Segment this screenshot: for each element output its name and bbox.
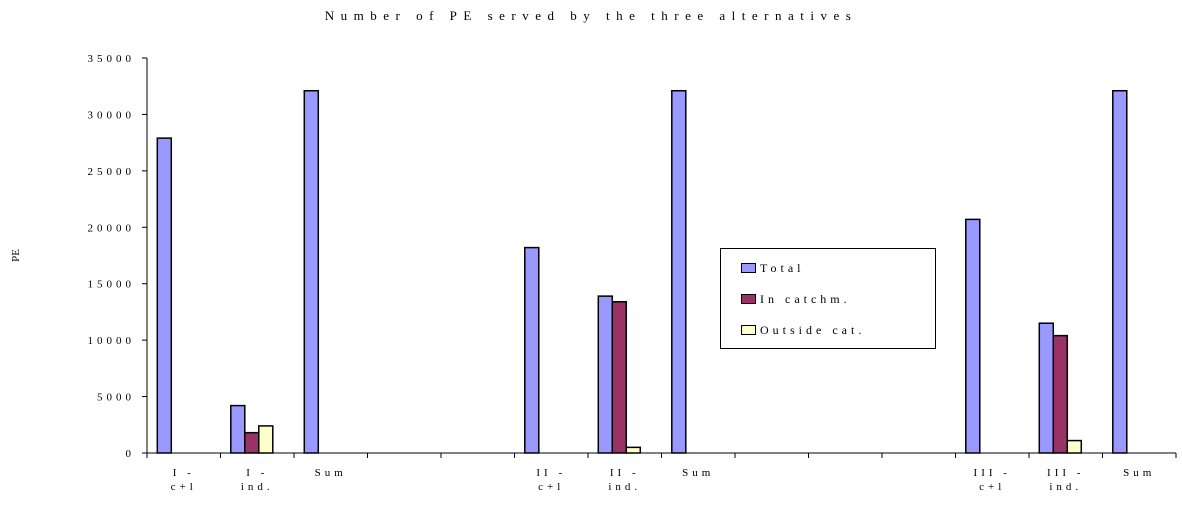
- bar-0-12: [1038, 322, 1055, 454]
- x-tick-label-6-0: II -: [610, 467, 640, 479]
- legend-item-in-catchm: In catchm.: [741, 292, 851, 306]
- legend-item-outside-cat: Outside cat.: [741, 323, 865, 337]
- x-tick-label-11-0: III -: [974, 467, 1011, 479]
- y-tick-label-7: 35000: [88, 53, 136, 65]
- y-tick-label-0: 0: [126, 448, 136, 460]
- y-tick-label-3: 15000: [88, 279, 136, 291]
- x-tick-label-12-0: III -: [1047, 467, 1084, 479]
- legend-swatch-in-catchm: [741, 294, 756, 304]
- y-tick-label-4: 20000: [88, 222, 136, 234]
- x-tick-label-1-0: I -: [246, 467, 268, 479]
- x-tick-label-0-0: I -: [173, 467, 195, 479]
- x-tick-label-0-1: c+l: [171, 481, 197, 493]
- x-tick-label-11-1: c+l: [979, 481, 1005, 493]
- x-tick-label-6-1: ind.: [608, 481, 641, 493]
- legend-swatch-total: [741, 263, 756, 273]
- bar-2-1: [258, 425, 274, 454]
- bar-2-6: [625, 446, 642, 454]
- bar-0-1: [230, 404, 246, 454]
- legend-item-total: Total: [741, 261, 805, 275]
- bar-2-12: [1066, 439, 1083, 454]
- y-axis-label: PE: [10, 249, 22, 262]
- x-tick-label-13-0: Sum: [1123, 467, 1155, 479]
- bar-1-12: [1052, 334, 1069, 454]
- y-tick-label-2: 10000: [88, 335, 136, 347]
- legend-swatch-outside-cat: [741, 325, 756, 335]
- legend-label-in-catchm: In catchm.: [760, 291, 851, 306]
- bar-0-2: [303, 89, 320, 454]
- x-tick-label-5-1: c+l: [538, 481, 564, 493]
- x-tick-label-2-0: Sum: [315, 467, 347, 479]
- bar-0-0: [156, 137, 173, 454]
- y-tick-label-5: 25000: [88, 166, 136, 178]
- bar-0-5: [524, 246, 540, 454]
- x-tick-label-12-1: ind.: [1049, 481, 1082, 493]
- bar-0-11: [965, 218, 981, 454]
- bar-0-7: [671, 89, 687, 454]
- x-tick-label-7-0: Sum: [682, 467, 714, 479]
- legend-label-outside-cat: Outside cat.: [760, 322, 866, 337]
- bar-1-1: [244, 431, 260, 454]
- x-tick-label-5-0: II -: [536, 467, 566, 479]
- bar-1-6: [611, 301, 628, 454]
- legend-label-total: Total: [760, 260, 805, 275]
- bar-0-6: [597, 295, 614, 454]
- y-tick-label-1: 5000: [97, 392, 135, 404]
- chart-title: Number of PE served by the three alterna…: [324, 8, 858, 23]
- x-tick-label-1-1: ind.: [241, 481, 274, 493]
- y-tick-label-6: 30000: [88, 109, 136, 121]
- chart-legend: Total In catchm. Outside cat.: [720, 248, 936, 349]
- bar-0-13: [1112, 89, 1128, 454]
